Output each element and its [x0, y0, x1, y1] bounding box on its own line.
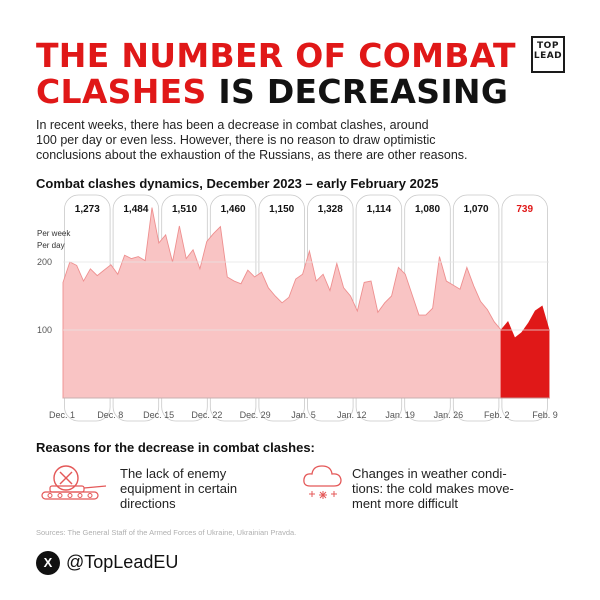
week-total-label: 739 [516, 204, 533, 215]
x-tick-label: Jan. 26 [434, 410, 464, 420]
reason-2-line-3: ment more difficult [352, 496, 458, 511]
intro-line-1: In recent weeks, there has been a decrea… [36, 118, 429, 132]
reason-2-line-1: Changes in weather condi- [352, 466, 507, 481]
title-highlight: CLASHES [36, 72, 207, 111]
social-handle[interactable]: @TopLeadEU [66, 552, 179, 572]
week-total-label: 1,328 [318, 204, 343, 215]
reason-1-line-1: The lack of enemy [120, 466, 227, 481]
sources-note: Sources: The General Staff of the Armed … [36, 528, 297, 537]
page-title-line-1: THE NUMBER OF COMBAT [36, 36, 516, 75]
x-tick-label: Dec. 22 [191, 410, 222, 420]
tank-crossed-icon [41, 465, 107, 500]
week-total-label: 1,510 [172, 204, 197, 215]
chart-title: Combat clashes dynamics, December 2023 –… [36, 176, 439, 191]
reason-weather: Changes in weather condi- tions: the col… [352, 466, 514, 511]
daily-area-highlight [500, 305, 550, 399]
toplead-logo: TOP LEAD [531, 36, 565, 73]
week-total-label: 1,080 [415, 204, 440, 215]
legend-per-day: Per day [37, 241, 65, 250]
x-tick-label: Jan. 5 [291, 410, 316, 420]
week-total-label: 1,273 [75, 204, 100, 215]
y-tick-label: 200 [37, 257, 52, 267]
week-total-label: 1,070 [464, 204, 489, 215]
reason-equipment: The lack of enemy equipment in certain d… [120, 466, 237, 511]
cloud-snow-icon [303, 465, 342, 499]
x-tick-label: Feb. 2 [484, 410, 510, 420]
x-tick-label: Dec. 29 [240, 410, 271, 420]
reasons-title: Reasons for the decrease in combat clash… [36, 440, 315, 455]
week-total-label: 1,460 [221, 204, 246, 215]
intro-text: In recent weeks, there has been a decrea… [36, 118, 556, 163]
page-title-line-2: CLASHES IS DECREASING [36, 74, 508, 110]
x-tick-label: Jan. 12 [337, 410, 367, 420]
x-tick-label: Dec. 1 [49, 410, 75, 420]
x-tick-label: Dec. 15 [143, 410, 174, 420]
logo-bottom: LEAD [533, 51, 563, 61]
week-total-label: 1,484 [123, 204, 148, 215]
week-total-label: 1,150 [269, 204, 294, 215]
reason-2-line-2: tions: the cold makes move- [352, 481, 514, 496]
week-panel [501, 194, 548, 422]
legend-per-week: Per week [37, 229, 71, 238]
x-tick-label: Jan. 19 [385, 410, 415, 420]
y-tick-label: 100 [37, 325, 52, 335]
reason-1-line-3: directions [120, 496, 176, 511]
week-total-label: 1,114 [367, 204, 392, 215]
x-tick-label: Dec. 8 [97, 410, 123, 420]
reason-1-line-2: equipment in certain [120, 481, 238, 496]
title-rest: IS DECREASING [218, 72, 509, 111]
logo-top: TOP [537, 41, 559, 51]
daily-area-series [62, 207, 502, 399]
x-logo-icon[interactable]: X [36, 551, 60, 575]
intro-line-2: 100 per day or even less. However, there… [36, 133, 436, 147]
intro-line-3: conclusions about the exhaustion of the … [36, 148, 468, 162]
x-tick-label: Feb. 9 [532, 410, 558, 420]
